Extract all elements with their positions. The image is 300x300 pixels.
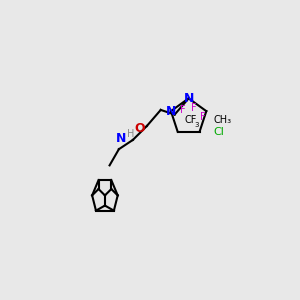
- Text: N: N: [166, 105, 176, 118]
- Text: Cl: Cl: [214, 127, 224, 137]
- Text: F: F: [200, 112, 206, 122]
- Text: F: F: [179, 105, 185, 115]
- Text: O: O: [134, 122, 145, 135]
- Text: N: N: [183, 92, 194, 105]
- Text: 3: 3: [194, 122, 199, 128]
- Text: N: N: [116, 132, 126, 145]
- Text: CF: CF: [185, 115, 197, 125]
- Text: H: H: [127, 129, 134, 139]
- Text: F: F: [191, 103, 197, 113]
- Text: CH₃: CH₃: [213, 116, 231, 125]
